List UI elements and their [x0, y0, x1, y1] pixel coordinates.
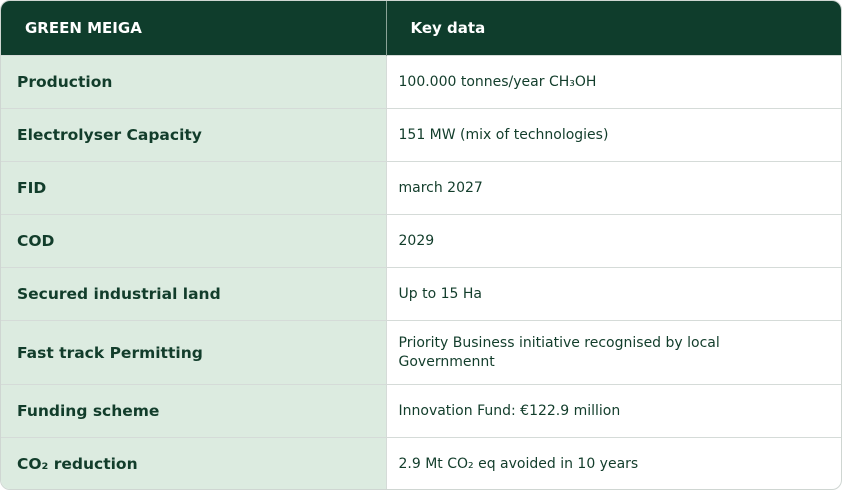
- row-label: FID: [1, 161, 386, 215]
- row-value: 2029: [385, 214, 841, 268]
- row-label: Fast track Permitting: [1, 320, 386, 385]
- table-row: Funding scheme Innovation Fund: €122.9 mi…: [1, 384, 841, 438]
- header-cell: Key data: [385, 1, 841, 56]
- header-row: GREEN MEIGA Key data: [1, 1, 841, 56]
- table-row: COD 2029: [1, 214, 841, 268]
- row-label: Electrolyser Capacity: [1, 108, 386, 162]
- row-label: Production: [1, 55, 386, 109]
- row-value: Innovation Fund: €122.9 million: [385, 384, 841, 438]
- header-cell: GREEN MEIGA: [1, 1, 386, 56]
- table-row: Production 100.000 tonnes/year CH₃OH: [1, 55, 841, 109]
- row-value: Priority Business initiative recognised …: [385, 320, 841, 385]
- row-label: CO₂ reduction: [1, 437, 386, 489]
- table-row: CO₂ reduction 2.9 Mt CO₂ eq avoided in 10…: [1, 437, 841, 489]
- row-value: march 2027: [385, 161, 841, 215]
- row-label: COD: [1, 214, 386, 268]
- row-label: Secured industrial land: [1, 267, 386, 321]
- table-row: FID march 2027: [1, 161, 841, 215]
- row-value: 100.000 tonnes/year CH₃OH: [385, 55, 841, 109]
- table-row: Fast track Permitting Priority Business i…: [1, 320, 841, 385]
- table-row: Electrolyser Capacity 151 MW (mix of tech…: [1, 108, 841, 162]
- table-row: Secured industrial land Up to 15 Ha: [1, 267, 841, 321]
- row-label: Funding scheme: [1, 384, 386, 438]
- table-body: Production 100.000 tonnes/year CH₃OH Elect…: [1, 55, 841, 489]
- row-value: Up to 15 Ha: [385, 267, 841, 321]
- row-value: 2.9 Mt CO₂ eq avoided in 10 years: [385, 437, 841, 489]
- row-value: 151 MW (mix of technologies): [385, 108, 841, 162]
